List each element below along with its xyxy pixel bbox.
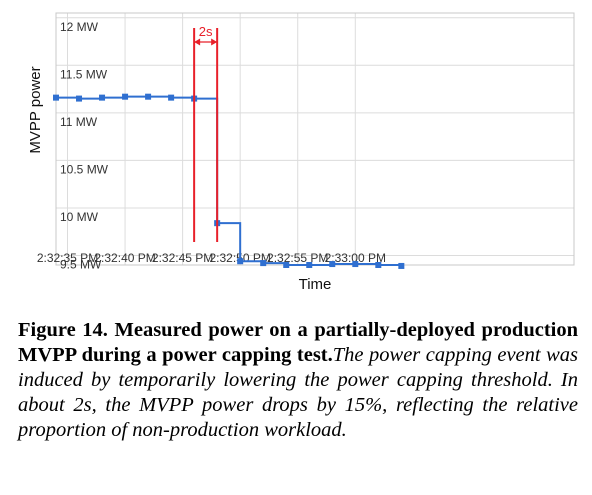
data-point xyxy=(260,260,267,267)
capping-annotation: 2s xyxy=(193,24,219,242)
annotation-label: 2s xyxy=(199,24,213,39)
x-tick-label: 2:32:35 PM xyxy=(37,251,98,265)
annotation-arrow-right xyxy=(211,38,218,46)
y-tick-label: 11.5 MW xyxy=(60,67,108,81)
x-tick-label: 2:32:45 PM xyxy=(152,251,213,265)
x-tick-label: 2:32:55 PM xyxy=(267,251,328,265)
data-point xyxy=(76,95,83,102)
x-tick-labels: 2:32:35 PM2:32:40 PM2:32:45 PM2:32:50 PM… xyxy=(37,251,386,265)
data-point xyxy=(329,261,336,268)
data-point xyxy=(122,93,129,100)
x-tick-label: 2:33:00 PM xyxy=(325,251,386,265)
data-point xyxy=(53,94,59,101)
y-tick-label: 10 MW xyxy=(60,210,99,224)
caption-title: Figure 14. Measured power on a partially… xyxy=(18,319,578,366)
y-tick-label: 12 MW xyxy=(60,20,99,34)
data-point xyxy=(145,93,152,100)
figure-caption: Figure 14. Measured power on a partially… xyxy=(18,318,578,443)
x-tick-label: 2:32:40 PM xyxy=(94,251,155,265)
plot-frame xyxy=(55,12,575,266)
power-chart: 12 MW 11.5 MW 11 MW 10.5 MW 10 MW 9.5 MW 2:32… xyxy=(27,12,575,293)
y-tick-labels: 12 MW 11.5 MW 11 MW 10.5 MW 10 MW 9.5 MW xyxy=(60,20,109,272)
series-mvpp-power xyxy=(53,93,405,269)
y-axis-label: MVPP power xyxy=(27,66,44,153)
series-line xyxy=(56,95,403,266)
data-point xyxy=(99,94,106,101)
caption-body: The power capping event was induced by t… xyxy=(18,344,578,441)
data-point xyxy=(306,262,313,268)
data-point xyxy=(352,261,359,268)
data-point xyxy=(168,94,175,101)
y-tick-label: 11 MW xyxy=(60,115,98,129)
data-point xyxy=(237,258,244,265)
data-point xyxy=(398,262,405,269)
grid-lines xyxy=(56,13,574,265)
y-tick-label: 9.5 MW xyxy=(60,257,102,271)
data-point xyxy=(283,262,290,268)
x-axis-label: Time xyxy=(299,276,332,293)
data-point xyxy=(375,262,382,268)
y-tick-label: 10.5 MW xyxy=(60,162,109,176)
annotation-arrow-left xyxy=(194,38,201,46)
